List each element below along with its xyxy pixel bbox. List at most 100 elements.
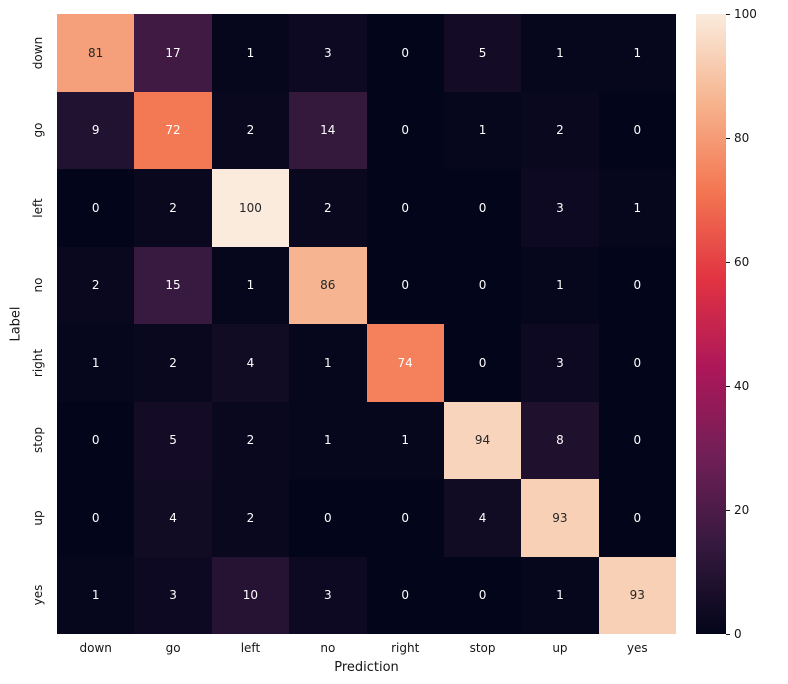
cell-value: 93 xyxy=(552,510,568,525)
cell-value: 0 xyxy=(401,588,409,603)
heatmap-cell: 1 xyxy=(57,324,135,402)
heatmap-cell: 2 xyxy=(521,91,599,169)
cell-value: 0 xyxy=(633,278,642,293)
heatmap-cell: 93 xyxy=(521,479,599,557)
cell-value: 3 xyxy=(556,355,564,370)
heatmap-cell: 0 xyxy=(598,91,676,169)
heatmap-cell: 0 xyxy=(598,479,676,557)
colorbar-tick-mark xyxy=(726,510,730,511)
cell-value: 86 xyxy=(320,278,336,293)
heatmap-cell: 0 xyxy=(598,401,676,479)
heatmap-cell: 0 xyxy=(57,169,135,247)
y-tick-label: no xyxy=(31,277,45,293)
y-tick-label: up xyxy=(31,510,45,526)
colorbar-tick-mark xyxy=(726,262,730,263)
heatmap-cell: 3 xyxy=(521,169,599,247)
cell-value: 3 xyxy=(556,200,564,215)
heatmap-cell: 86 xyxy=(289,246,367,324)
cell-value: 3 xyxy=(169,588,177,603)
cell-value: 0 xyxy=(478,355,487,370)
cell-value: 0 xyxy=(91,200,100,215)
heatmap-cell: 1 xyxy=(598,169,676,247)
cell-value: 3 xyxy=(323,45,332,60)
cell-value: 0 xyxy=(478,588,487,603)
cell-value: 1 xyxy=(401,433,409,448)
heatmap-cell: 3 xyxy=(289,556,367,634)
cell-value: 1 xyxy=(246,45,255,60)
x-tick-label: right xyxy=(391,641,420,655)
cell-value: 100 xyxy=(238,200,262,215)
cell-value: 5 xyxy=(169,433,177,448)
cell-value: 0 xyxy=(401,45,409,60)
heatmap-cell: 0 xyxy=(57,479,135,557)
cell-value: 2 xyxy=(556,123,564,138)
heatmap-cell: 9 xyxy=(57,91,135,169)
x-tick-label: stop xyxy=(469,641,496,655)
cell-value: 1 xyxy=(323,355,332,370)
cell-value: 0 xyxy=(478,278,487,293)
heatmap-cell: 0 xyxy=(443,169,522,247)
cell-value: 1 xyxy=(633,200,642,215)
heatmap-cell: 2 xyxy=(134,324,212,402)
heatmap: 81 17 1 3 0 5 1 1 9 72 2 14 0 1 2 0 0 2 100 2 0 0 3 1 2 15 1 86 0 0 1 0… xyxy=(57,14,676,634)
heatmap-cell: 81 xyxy=(57,14,135,92)
y-tick-label: yes xyxy=(31,584,45,606)
cell-value: 4 xyxy=(246,355,255,370)
colorbar-tick-mark xyxy=(726,386,730,387)
cell-value: 0 xyxy=(401,510,409,525)
cell-value: 72 xyxy=(165,123,181,138)
heatmap-cell: 1 xyxy=(211,14,290,92)
cell-value: 2 xyxy=(91,278,100,293)
heatmap-cell: 0 xyxy=(366,246,444,324)
cell-value: 81 xyxy=(88,45,104,60)
colorbar-tick-mark xyxy=(726,138,730,139)
y-tick-label: left xyxy=(31,198,45,218)
x-axis-label: Prediction xyxy=(334,660,399,675)
heatmap-cell: 5 xyxy=(443,14,522,92)
heatmap-cell: 0 xyxy=(443,556,522,634)
heatmap-cell: 1 xyxy=(289,401,367,479)
cell-value: 5 xyxy=(478,45,487,60)
heatmap-cell: 0 xyxy=(443,324,522,402)
heatmap-cell: 1 xyxy=(366,401,444,479)
cell-value: 2 xyxy=(246,123,255,138)
cell-value: 17 xyxy=(165,45,181,60)
heatmap-cell: 1 xyxy=(521,14,599,92)
cell-value: 10 xyxy=(242,588,259,603)
heatmap-cell: 0 xyxy=(366,556,444,634)
heatmap-cell: 0 xyxy=(289,479,367,557)
colorbar-tick-label: 20 xyxy=(734,503,750,517)
cell-value: 15 xyxy=(165,278,181,293)
heatmap-cell: 8 xyxy=(521,401,599,479)
heatmap-cell: 0 xyxy=(366,169,444,247)
cell-value: 0 xyxy=(401,278,409,293)
cell-value: 1 xyxy=(556,45,564,60)
cell-value: 1 xyxy=(556,588,564,603)
heatmap-cell: 3 xyxy=(289,14,367,92)
cell-value: 4 xyxy=(478,510,487,525)
cell-value: 1 xyxy=(478,123,487,138)
heatmap-cell: 2 xyxy=(211,91,290,169)
cell-value: 74 xyxy=(397,355,413,370)
heatmap-cell: 15 xyxy=(134,246,212,324)
heatmap-cell: 1 xyxy=(521,246,599,324)
cell-value: 4 xyxy=(169,510,177,525)
heatmap-cell: 1 xyxy=(289,324,367,402)
heatmap-cell: 0 xyxy=(366,479,444,557)
cell-value: 0 xyxy=(633,355,642,370)
heatmap-cell: 2 xyxy=(211,401,290,479)
heatmap-cell: 4 xyxy=(211,324,290,402)
cell-value: 2 xyxy=(246,510,255,525)
heatmap-cell: 4 xyxy=(134,479,212,557)
heatmap-cell: 14 xyxy=(289,91,367,169)
heatmap-cell: 2 xyxy=(289,169,367,247)
heatmap-cell: 17 xyxy=(134,14,212,92)
heatmap-cell: 0 xyxy=(366,91,444,169)
heatmap-cell: 3 xyxy=(134,556,212,634)
x-tick-label: down xyxy=(79,641,112,655)
heatmap-cell: 0 xyxy=(57,401,135,479)
cell-value: 8 xyxy=(556,433,564,448)
cell-value: 0 xyxy=(478,200,487,215)
cell-value: 3 xyxy=(323,588,332,603)
colorbar-tick-label: 100 xyxy=(734,7,757,21)
